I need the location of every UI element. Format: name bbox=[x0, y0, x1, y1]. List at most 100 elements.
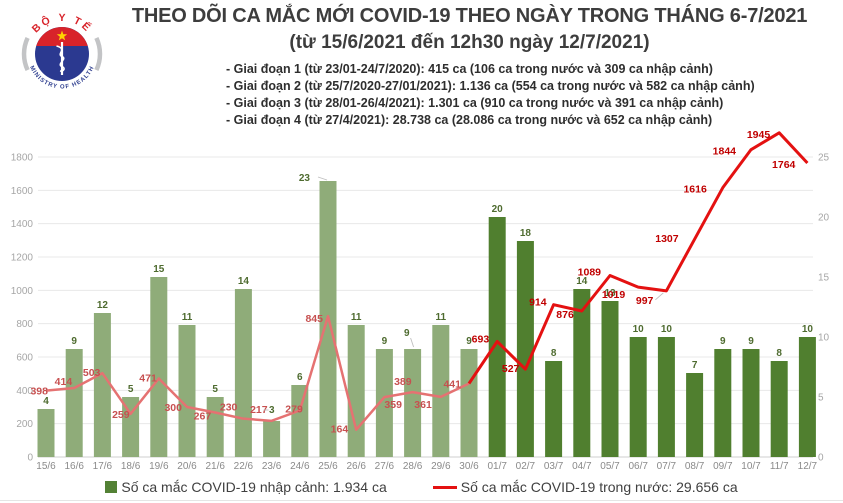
left-axis-tick: 800 bbox=[16, 319, 33, 330]
x-axis-label: 24/6 bbox=[290, 461, 310, 472]
line-label: 1019 bbox=[602, 289, 626, 301]
line-label: 693 bbox=[472, 334, 490, 346]
bar-12/7 bbox=[798, 337, 816, 457]
legend-imported-swatch bbox=[105, 481, 118, 493]
x-axis-label: 09/7 bbox=[713, 461, 733, 472]
x-axis-label: 20/6 bbox=[177, 461, 197, 472]
phase-summary: - Giai đoạn 1 (từ 23/01-24/7/2020): 415 … bbox=[226, 61, 755, 129]
legend-domestic-label: Số ca mắc COVID-19 trong nước: 29.656 ca bbox=[460, 479, 738, 495]
bar-label: 10 bbox=[661, 324, 673, 335]
bar-24/6 bbox=[291, 385, 309, 457]
logo-star-icon bbox=[56, 30, 68, 41]
label-leader bbox=[317, 176, 328, 181]
line-label: 259 bbox=[112, 409, 130, 421]
bar-07/7 bbox=[657, 337, 675, 457]
x-axis-label: 04/7 bbox=[572, 461, 592, 472]
bar-27/6 bbox=[375, 349, 393, 457]
left-axis-tick: 1600 bbox=[11, 186, 34, 197]
line-label: 1764 bbox=[772, 159, 796, 171]
page-subtitle: (từ 15/6/2021 đến 12h30 ngày 12/7/2021) bbox=[289, 32, 650, 53]
bar-23/6 bbox=[263, 421, 281, 457]
bar-label: 9 bbox=[71, 336, 77, 347]
bar-label: 11 bbox=[182, 312, 193, 323]
label-leader bbox=[655, 292, 664, 301]
line-label: 361 bbox=[414, 399, 432, 411]
x-axis-label: 28/6 bbox=[403, 461, 423, 472]
bar-08/7 bbox=[686, 373, 704, 457]
bar-05/7 bbox=[601, 301, 619, 457]
bar-label: 9 bbox=[720, 336, 726, 347]
x-axis-label: 16/6 bbox=[64, 461, 84, 472]
logo-ring-right bbox=[94, 36, 103, 72]
x-axis-label: 06/7 bbox=[628, 461, 648, 472]
x-axis-label: 17/6 bbox=[93, 461, 113, 472]
x-axis-label: 21/6 bbox=[205, 461, 225, 472]
bar-03/7 bbox=[545, 361, 563, 457]
line-series-july bbox=[467, 131, 809, 385]
bar-02/7 bbox=[516, 241, 534, 457]
bar-label: 9 bbox=[748, 336, 754, 347]
line-label: 1945 bbox=[747, 129, 771, 141]
x-axis-label: 25/6 bbox=[318, 461, 338, 472]
left-axis-tick: 1200 bbox=[11, 253, 34, 264]
x-axis-label: 07/7 bbox=[657, 461, 677, 472]
phase-bullet-3: - Giai đoạn 3 (từ 28/01-26/4/2021): 1.30… bbox=[226, 96, 724, 110]
chart-legend: Số ca mắc COVID-19 nhập cảnh: 1.934 ca S… bbox=[0, 479, 843, 495]
bar-01/7 bbox=[488, 217, 506, 457]
right-axis-tick: 25 bbox=[818, 153, 830, 164]
right-axis-tick: 20 bbox=[818, 213, 830, 224]
bar-label: 14 bbox=[576, 276, 588, 287]
header: THEO DÕI CA MẮC MỚI COVID-19 THEO NGÀY T… bbox=[100, 5, 839, 54]
bar-label: 9 bbox=[466, 336, 472, 347]
line-label: 217 bbox=[250, 404, 268, 416]
bar-11/7 bbox=[770, 361, 788, 457]
logo-ring-left bbox=[21, 36, 30, 72]
bar-label: 11 bbox=[351, 312, 362, 323]
x-axis-label: 29/6 bbox=[431, 461, 451, 472]
bar-26/6 bbox=[347, 325, 365, 457]
ministry-of-health-logo: BỘ Y TẾ MINISTRY OF HEALTH bbox=[19, 11, 105, 97]
x-axis-label: 27/6 bbox=[375, 461, 395, 472]
phase-bullet-2: - Giai đoạn 2 (từ 25/7/2020-27/01/2021):… bbox=[226, 79, 755, 93]
x-axis-label: 26/6 bbox=[346, 461, 366, 472]
line-label: 414 bbox=[55, 376, 73, 388]
bar-06/7 bbox=[629, 337, 647, 457]
line-label: 230 bbox=[220, 402, 238, 414]
line-label: 997 bbox=[636, 295, 654, 307]
bar-label: 5 bbox=[128, 384, 134, 395]
bar-label: 9 bbox=[404, 328, 410, 339]
bar-28/6 bbox=[404, 349, 422, 457]
x-axis-label: 19/6 bbox=[149, 461, 169, 472]
line-label: 1307 bbox=[655, 233, 679, 245]
bar-16/6 bbox=[65, 349, 83, 457]
line-label: 527 bbox=[502, 363, 520, 375]
bar-label: 8 bbox=[551, 348, 557, 359]
line-label: 389 bbox=[394, 376, 412, 388]
x-axis-label: 23/6 bbox=[262, 461, 282, 472]
bar-label: 6 bbox=[297, 372, 303, 383]
right-axis-tick: 5 bbox=[818, 393, 824, 404]
bar-label: 15 bbox=[153, 264, 165, 275]
line-label: 914 bbox=[529, 297, 547, 309]
right-axis-tick: 15 bbox=[818, 273, 830, 284]
x-axis-label: 02/7 bbox=[516, 461, 536, 472]
bar-label: 9 bbox=[382, 336, 388, 347]
right-axis-tick: 0 bbox=[818, 453, 824, 464]
phase-bullet-4: - Giai đoạn 4 (từ 27/4/2021): 28.738 ca … bbox=[226, 113, 713, 127]
bar-30/6 bbox=[460, 349, 478, 457]
bar-10/7 bbox=[742, 349, 760, 457]
x-axis-label: 01/7 bbox=[487, 461, 507, 472]
x-axis-label: 15/6 bbox=[36, 461, 56, 472]
left-axis-tick: 0 bbox=[27, 453, 33, 464]
bar-label: 7 bbox=[692, 360, 698, 371]
line-series-june bbox=[45, 314, 470, 431]
bar-label: 4 bbox=[43, 396, 49, 407]
bar-17/6 bbox=[93, 313, 111, 457]
line-label: 300 bbox=[164, 402, 182, 414]
page-title: THEO DÕI CA MẮC MỚI COVID-19 THEO NGÀY T… bbox=[131, 5, 808, 27]
phase-bullet-1: - Giai đoạn 1 (từ 23/01-24/7/2020): 415 … bbox=[226, 62, 713, 76]
bar-label: 14 bbox=[238, 276, 250, 287]
x-axis-label: 18/6 bbox=[121, 461, 141, 472]
logo-serpent-icon bbox=[56, 45, 65, 72]
